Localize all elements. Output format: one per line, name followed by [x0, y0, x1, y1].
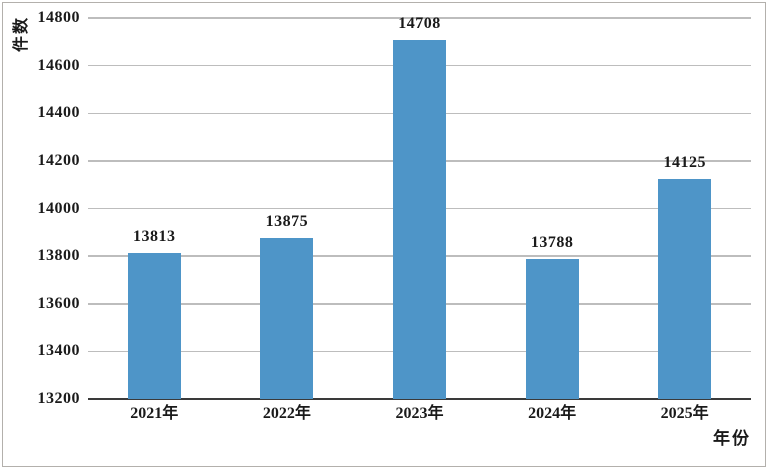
gridline: [88, 17, 751, 19]
bar-value-label: 13788: [530, 233, 574, 251]
x-tick-label: 2023年: [395, 405, 444, 422]
bar: [260, 238, 314, 399]
y-tick-label: 14400: [37, 104, 80, 122]
bar: [658, 178, 712, 399]
y-tick-label: 13800: [37, 247, 80, 265]
x-axis-title: 年份: [713, 429, 751, 448]
x-axis-line: [88, 398, 751, 400]
y-tick-label: 14000: [37, 199, 80, 217]
bar: [393, 39, 446, 399]
bar-value-label: 13813: [133, 228, 176, 246]
x-tick-label: 2024年: [528, 405, 577, 422]
plot-area: 13813 13875 14708 13788 14125: [88, 15, 751, 400]
bar-value-label: 13875: [265, 213, 309, 231]
y-tick-label: 14200: [37, 151, 80, 169]
y-tick-label: 14600: [37, 56, 80, 74]
y-tick-label: 13200: [37, 390, 80, 407]
bar: [127, 253, 181, 399]
y-tick-label: 13600: [37, 294, 80, 312]
x-tick-label: 2021年: [130, 405, 179, 422]
bar-value-label: 14708: [398, 14, 441, 32]
y-tick-label: 13400: [37, 342, 80, 360]
bar-value-label: 14125: [663, 153, 706, 171]
bar: [525, 258, 579, 399]
x-tick-label: 2025年: [660, 405, 709, 422]
x-tick-label: 2022年: [262, 405, 311, 422]
y-tick-label: 14800: [37, 9, 80, 26]
